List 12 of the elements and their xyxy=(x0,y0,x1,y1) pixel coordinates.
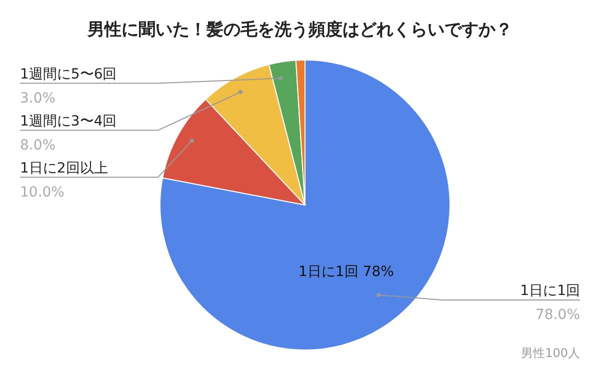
chart-title: 男性に聞いた！髪の毛を洗う頻度はどれくらいですか？ xyxy=(86,20,512,40)
slice-label: 1週間に3〜4回 xyxy=(20,113,117,130)
data-label: 3.0% xyxy=(20,90,56,106)
data-label: 8.0% xyxy=(20,137,56,154)
text: 男性100人 xyxy=(521,346,580,360)
text: 1日に1回 78% xyxy=(298,264,394,280)
slice-label: 1日に2回以上 xyxy=(20,160,108,176)
data-label: 78.0% xyxy=(536,306,580,323)
pie-slice xyxy=(160,60,450,350)
data-label: 10.0% xyxy=(20,184,64,200)
slice-label: 1週間に5〜6回 xyxy=(20,66,117,82)
slice-label: 1日に1回 xyxy=(520,282,580,299)
